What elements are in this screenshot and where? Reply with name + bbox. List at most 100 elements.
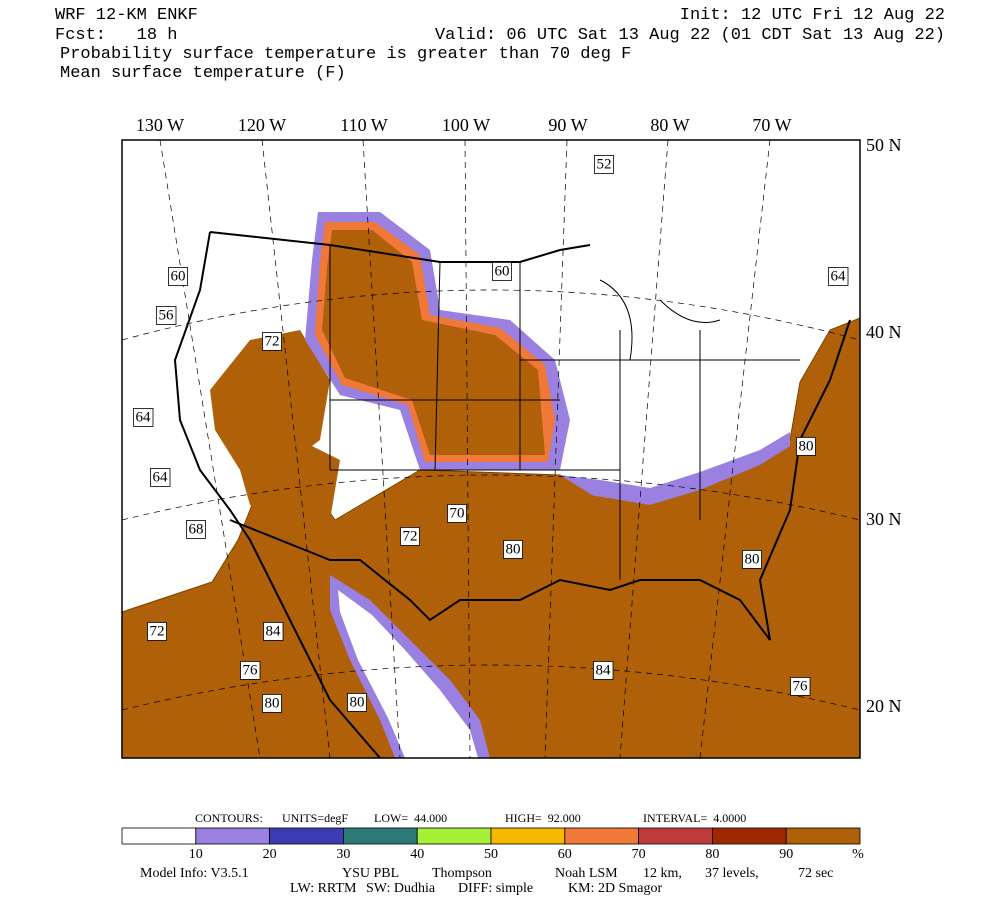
contour-label: 84: [266, 623, 282, 639]
contour-label-box: [147, 622, 167, 641]
contour-label: 80: [265, 695, 280, 711]
contour-label: 80: [506, 541, 521, 557]
contour-label: 72: [403, 528, 418, 544]
longitude-label: 110 W: [340, 115, 388, 135]
longitude-labels: 130 W 120 W 110 W 100 W 90 W 80 W 70 W: [136, 115, 792, 135]
colorbar-segment: [342, 827, 418, 845]
contour-label-box: [796, 437, 816, 456]
contour-label-box: [186, 520, 206, 539]
longitude-label: 100 W: [442, 115, 490, 135]
colorbar-tick-label: 30: [336, 847, 350, 862]
contour-label-box: [594, 155, 614, 174]
longwave: LW: RRTM: [290, 881, 357, 896]
contours-interval: INTERVAL= 4.0000: [643, 811, 746, 825]
field-1: Probability surface temperature is great…: [60, 45, 631, 64]
contour-label: 72: [265, 333, 280, 349]
colorbar-tick-label: 40: [410, 847, 424, 862]
colorbar-segment: [564, 827, 639, 845]
contour-label: 76: [243, 662, 259, 678]
contour-label-box: [400, 527, 420, 546]
eddy-coefficient: KM: 2D Smagor: [568, 881, 662, 896]
shortwave: SW: Dudhia: [366, 881, 436, 896]
latitude-labels: 50 N 40 N 30 N 20 N: [866, 135, 902, 716]
contour-label: 80: [745, 551, 760, 567]
colorbar-segment: [195, 827, 271, 845]
latitude-label: 30 N: [866, 509, 902, 529]
map: 52 60 56 60 64 72 64 64 68 70 72 80 80 8…: [121, 139, 861, 759]
contour-label-box: [168, 267, 188, 286]
init-time: Init: 12 UTC Fri 12 Aug 22: [680, 6, 945, 25]
contour-label: 76: [793, 678, 809, 694]
contour-label: 80: [350, 694, 365, 710]
colorbar-tick-label: 80: [705, 847, 719, 862]
contour-label: 84: [596, 662, 612, 678]
colorbar-segment: [638, 827, 713, 845]
levels: 37 levels,: [705, 866, 759, 881]
contour-label-box: [262, 694, 282, 713]
contour-label-box: [790, 677, 811, 696]
colorbar-segment: [785, 827, 861, 845]
contours-title: CONTOURS:: [195, 811, 263, 825]
colorbar-unit: %: [852, 847, 864, 862]
field-2: Mean surface temperature (F): [60, 64, 346, 83]
longitude-label: 70 W: [752, 115, 791, 135]
contour-label-box: [262, 332, 282, 351]
latitude-label: 50 N: [866, 135, 902, 155]
contour-label-box: [240, 661, 261, 680]
contours-low: LOW= 44.000: [374, 811, 447, 825]
contour-label: 60: [171, 268, 186, 284]
contour-label: 68: [189, 521, 204, 537]
forecast-hour: Fcst: 18 h: [55, 26, 177, 45]
longitude-label: 80 W: [650, 115, 689, 135]
contours-units: UNITS=degF: [282, 811, 348, 825]
latitude-label: 40 N: [866, 322, 902, 342]
longitude-label: 90 W: [548, 115, 587, 135]
contour-label: 52: [597, 156, 612, 172]
contour-label: 64: [136, 409, 152, 425]
timestep: 72 sec: [798, 866, 833, 881]
valid-time: Valid: 06 UTC Sat 13 Aug 22 (01 CDT Sat …: [435, 26, 945, 45]
colorbar-tick-label: 70: [632, 847, 646, 862]
model-info: Model Info: V3.5.1: [140, 866, 249, 881]
land-surface: Noah LSM: [555, 866, 618, 881]
colorbar-segment: [416, 827, 492, 845]
contour-label-box: [150, 468, 171, 487]
pbl: YSU PBL: [342, 866, 399, 881]
contour-label: 60: [495, 263, 510, 279]
contour-label-box: [492, 262, 512, 281]
microphysics: Thompson: [432, 866, 492, 881]
longitude-label: 130 W: [136, 115, 184, 135]
contour-labels: 52 60 56 60 64 72 64 64 68 70 72 80 80 8…: [133, 155, 849, 713]
colorbar-segment: [712, 827, 787, 845]
longitude-label: 120 W: [238, 115, 286, 135]
colorbar: 10 20 30 40 50 60 70 80 90%: [121, 827, 864, 862]
contours-high: HIGH= 92.000: [505, 811, 581, 825]
colorbar-segment: [269, 827, 344, 845]
contour-label: 64: [153, 469, 169, 485]
contour-label: 64: [831, 268, 847, 284]
diffusion: DIFF: simple: [458, 881, 533, 896]
colorbar-segment: [121, 827, 197, 845]
contour-label: 70: [450, 505, 465, 521]
colorbar-tick-label: 50: [484, 847, 498, 862]
contour-label-box: [347, 693, 367, 712]
colorbar-segment: [490, 827, 566, 845]
contour-label-box: [447, 504, 467, 523]
model-title: WRF 12-KM ENKF: [55, 6, 198, 25]
contour-label-box: [828, 267, 849, 286]
contour-label-box: [593, 661, 614, 680]
latitude-label: 20 N: [866, 696, 902, 716]
contour-label-box: [742, 550, 762, 569]
contour-label: 80: [799, 438, 814, 454]
resolution: 12 km,: [643, 866, 682, 881]
contour-label: 72: [150, 623, 165, 639]
colorbar-tick-label: 20: [263, 847, 277, 862]
contour-label-box: [156, 306, 177, 325]
contour-label-box: [503, 540, 523, 559]
colorbar-tick-label: 10: [189, 847, 203, 862]
colorbar-tick-label: 90: [779, 847, 793, 862]
contour-label-box: [133, 408, 154, 427]
contour-label: 56: [159, 307, 175, 323]
colorbar-tick-label: 60: [558, 847, 572, 862]
